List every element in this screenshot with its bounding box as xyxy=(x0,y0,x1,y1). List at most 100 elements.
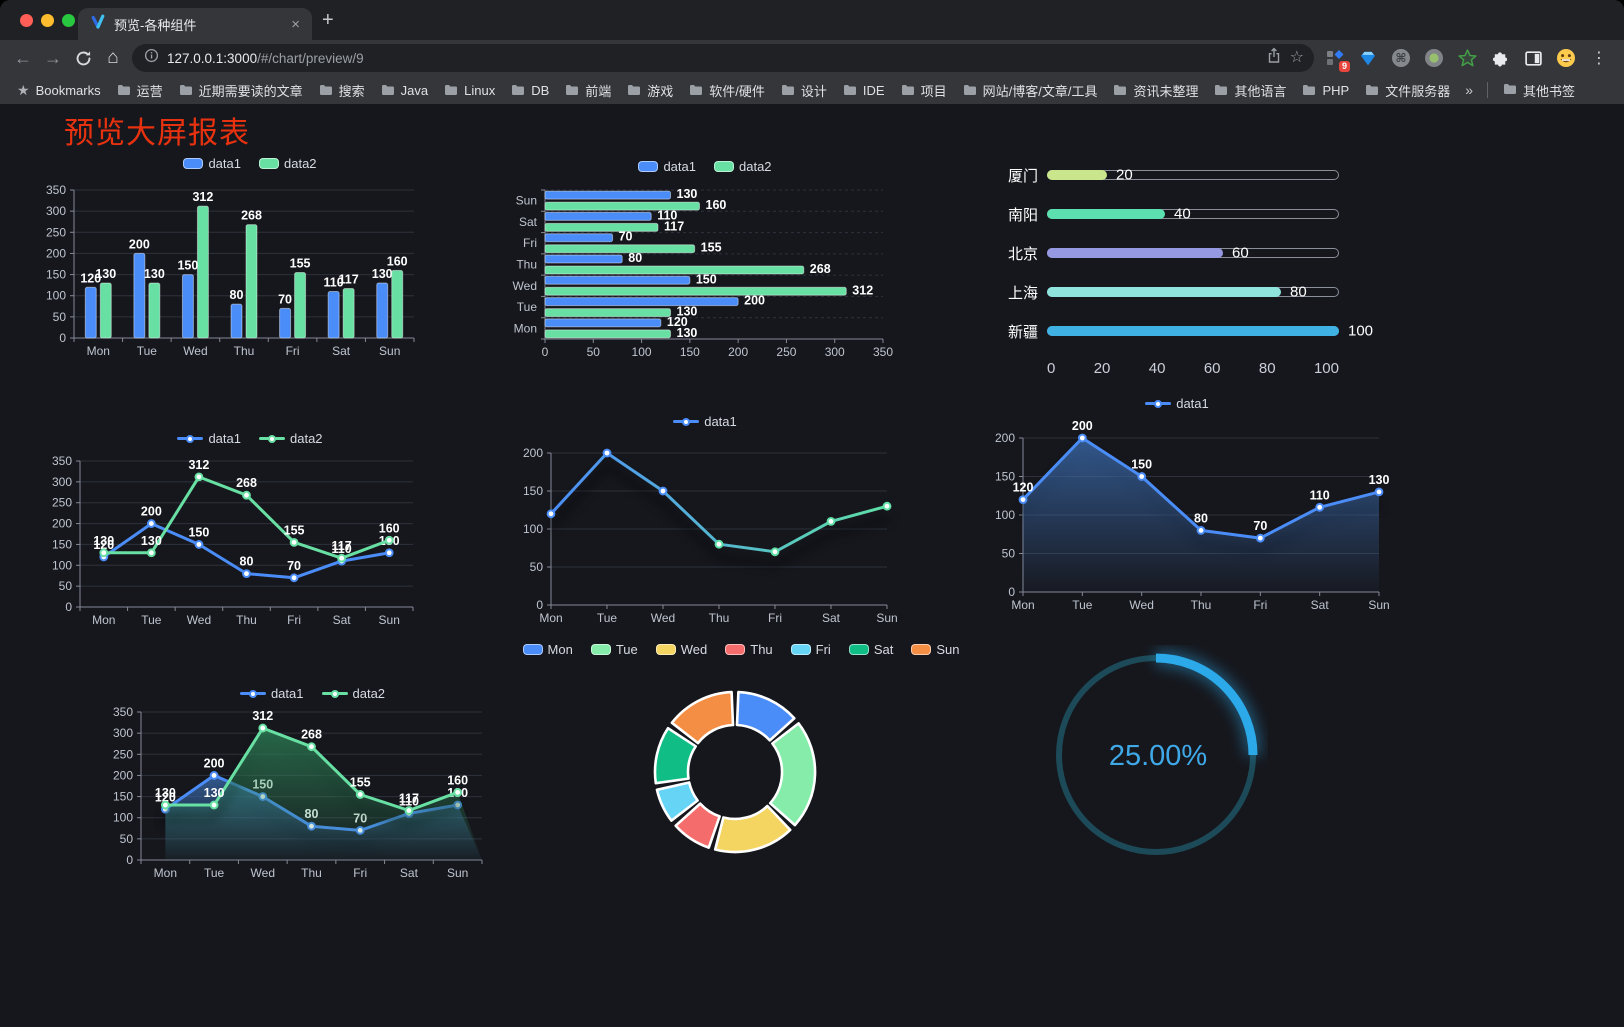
svg-text:117: 117 xyxy=(339,273,359,287)
bookmark-item[interactable]: 资讯未整理 xyxy=(1106,78,1205,103)
bookmarks-root[interactable]: ★ Bookmarks xyxy=(10,79,108,102)
other-bookmarks[interactable]: 其他书签 xyxy=(1496,78,1582,103)
legend-label: Thu xyxy=(750,642,773,657)
extensions-row: 9 ⌘ xyxy=(1322,45,1612,72)
extensions-puzzle-icon[interactable] xyxy=(1487,45,1513,71)
svg-text:130: 130 xyxy=(144,267,165,281)
legend-item-data1[interactable]: data1 xyxy=(239,686,304,701)
legend-item-data1[interactable]: data1 xyxy=(1145,396,1209,411)
extension-grid-icon[interactable]: 9 xyxy=(1322,45,1350,72)
legend-item-Sat[interactable]: Sat xyxy=(848,642,893,657)
bookmark-item[interactable]: Java xyxy=(374,80,435,101)
folder-icon xyxy=(566,85,579,95)
svg-text:200: 200 xyxy=(995,431,1015,445)
bookmark-item[interactable]: 其他语言 xyxy=(1207,78,1293,103)
bookmark-item[interactable]: 游戏 xyxy=(620,78,680,103)
bookmark-item[interactable]: 项目 xyxy=(894,78,954,103)
window-close-button[interactable] xyxy=(20,13,33,27)
donut-slice-Wed[interactable] xyxy=(713,804,792,854)
legend-item-Thu[interactable]: Thu xyxy=(725,642,773,657)
svg-text:Wed: Wed xyxy=(513,279,537,293)
folder-icon xyxy=(1215,85,1228,95)
progress-label: 上海 xyxy=(1007,284,1038,302)
svg-text:200: 200 xyxy=(1072,419,1093,433)
bookmarks-overflow-button[interactable]: » xyxy=(1465,82,1474,98)
share-button[interactable] xyxy=(1266,47,1282,69)
donut-slice-Fri[interactable] xyxy=(655,781,699,822)
extension-command-icon[interactable]: ⌘ xyxy=(1388,45,1414,71)
legend-item-Mon[interactable]: Mon xyxy=(522,642,573,657)
extension-record-icon[interactable] xyxy=(1421,45,1447,71)
reload-button[interactable] xyxy=(68,43,98,73)
svg-text:250: 250 xyxy=(46,225,66,239)
svg-text:50: 50 xyxy=(53,310,67,324)
legend-item-data2[interactable]: data2 xyxy=(259,431,323,446)
emoji-extension-icon[interactable] xyxy=(1553,45,1579,71)
bookmark-item[interactable]: 软件/硬件 xyxy=(682,78,772,103)
legend-label: data1 xyxy=(270,686,304,701)
svg-text:120: 120 xyxy=(155,790,176,804)
legend-label: Fri xyxy=(815,642,831,657)
svg-text:155: 155 xyxy=(701,241,722,255)
forward-button[interactable]: → xyxy=(44,47,62,68)
bookmark-item[interactable]: 前端 xyxy=(558,78,618,103)
svg-text:Sat: Sat xyxy=(400,866,419,880)
site-info-icon[interactable] xyxy=(144,48,159,68)
bookmark-star-button[interactable]: ☆ xyxy=(1289,49,1304,66)
legend-item-Wed[interactable]: Wed xyxy=(655,642,707,657)
legend-item-data1[interactable]: data1 xyxy=(177,431,241,446)
legend-item-data2[interactable]: data2 xyxy=(321,686,385,701)
svg-text:Wed: Wed xyxy=(251,866,275,880)
svg-text:Sat: Sat xyxy=(333,613,352,627)
bookmark-label: 游戏 xyxy=(647,83,674,99)
bookmark-item[interactable]: PHP xyxy=(1295,80,1356,101)
donut-slice-Sat[interactable] xyxy=(653,726,697,785)
progress-fill xyxy=(1047,287,1281,297)
side-panel-icon[interactable] xyxy=(1520,45,1546,71)
svg-text:130: 130 xyxy=(1369,473,1390,487)
donut-slice-Sun[interactable] xyxy=(670,690,735,745)
donut-slice-Thu[interactable] xyxy=(674,802,721,849)
bookmark-item[interactable]: 文件服务器 xyxy=(1358,78,1457,103)
back-button[interactable]: ← xyxy=(14,47,32,68)
legend-item-data1[interactable]: data1 xyxy=(673,414,737,429)
donut-slice-Tue[interactable] xyxy=(768,722,817,827)
address-bar[interactable]: 127.0.0.1:3000/#/chart/preview/9 ☆ xyxy=(132,44,1314,72)
svg-text:Fri: Fri xyxy=(286,344,300,358)
legend-item-data1[interactable]: data1 xyxy=(638,159,696,174)
legend-item-Fri[interactable]: Fri xyxy=(790,642,831,657)
progress-label: 新疆 xyxy=(1007,323,1038,341)
svg-text:70: 70 xyxy=(287,559,301,573)
bookmark-item[interactable]: 网站/博客/文章/工具 xyxy=(956,78,1105,103)
extension-gem-icon[interactable] xyxy=(1355,45,1381,71)
window-zoom-button[interactable] xyxy=(62,13,75,27)
legend-item-data2[interactable]: data2 xyxy=(259,156,317,171)
line-chart-canvas: 0 50 100 150 200 Mon Tue Wed Thu Fri Sat Sun 120 200 1… xyxy=(995,419,1390,612)
bookmark-item[interactable]: IDE xyxy=(836,80,892,101)
bookmark-item[interactable]: 设计 xyxy=(774,78,834,103)
new-tab-button[interactable]: + xyxy=(322,9,334,31)
legend-item-Tue[interactable]: Tue xyxy=(590,642,638,657)
svg-text:80: 80 xyxy=(628,251,642,265)
legend-item-Sun[interactable]: Sun xyxy=(911,642,959,657)
browser-tab[interactable]: 预览-各种组件 × xyxy=(78,8,312,40)
svg-text:Mon: Mon xyxy=(154,866,177,880)
svg-text:Sun: Sun xyxy=(1368,598,1389,612)
bookmark-item[interactable]: 搜索 xyxy=(312,78,372,103)
bookmark-item[interactable]: Linux xyxy=(437,80,502,101)
progress-track: 80 xyxy=(1047,284,1339,301)
svg-text:0: 0 xyxy=(1008,585,1015,599)
tab-close-icon[interactable]: × xyxy=(291,15,300,33)
browser-menu-button[interactable]: ⋮ xyxy=(1591,50,1607,67)
legend-item-data2[interactable]: data2 xyxy=(714,159,772,174)
bookmark-item[interactable]: 运营 xyxy=(110,78,170,103)
bookmark-item[interactable]: 近期需要读的文章 xyxy=(172,78,310,103)
extension-star-icon[interactable] xyxy=(1454,45,1480,71)
bar-chart-canvas: 0 50 100 150 200 250 300 350 Mon Tue Wed Thu Fri Sat S… xyxy=(46,183,415,358)
legend-item-data1[interactable]: data1 xyxy=(183,156,241,171)
window-minimize-button[interactable] xyxy=(41,13,54,27)
progress-track: 40 xyxy=(1047,206,1339,223)
donut-slice-Mon[interactable] xyxy=(735,690,796,742)
home-button[interactable]: ⌂ xyxy=(107,47,119,68)
bookmark-item[interactable]: DB xyxy=(504,80,556,101)
